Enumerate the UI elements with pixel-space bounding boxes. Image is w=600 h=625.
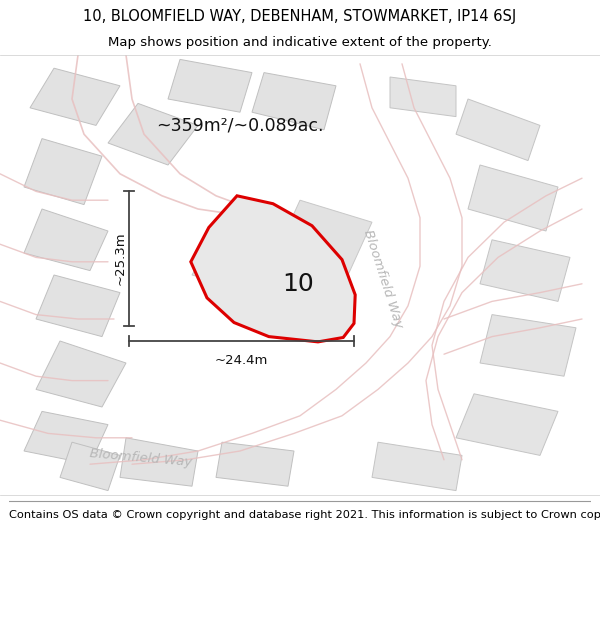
Polygon shape bbox=[24, 139, 102, 204]
Polygon shape bbox=[216, 442, 294, 486]
Polygon shape bbox=[120, 438, 198, 486]
Text: 10: 10 bbox=[283, 271, 314, 296]
Polygon shape bbox=[456, 99, 540, 161]
Text: Bloomfield Way: Bloomfield Way bbox=[89, 447, 193, 469]
Text: Bloomfield Way: Bloomfield Way bbox=[361, 229, 405, 331]
Text: 10, BLOOMFIELD WAY, DEBENHAM, STOWMARKET, IP14 6SJ: 10, BLOOMFIELD WAY, DEBENHAM, STOWMARKET… bbox=[83, 9, 517, 24]
Polygon shape bbox=[168, 59, 252, 112]
Polygon shape bbox=[252, 72, 336, 130]
Polygon shape bbox=[36, 341, 126, 407]
Polygon shape bbox=[191, 196, 355, 342]
Polygon shape bbox=[480, 240, 570, 301]
Polygon shape bbox=[36, 275, 120, 337]
Polygon shape bbox=[390, 77, 456, 117]
Polygon shape bbox=[276, 200, 372, 275]
Polygon shape bbox=[372, 442, 462, 491]
Polygon shape bbox=[30, 68, 120, 126]
Polygon shape bbox=[60, 442, 120, 491]
Text: ~24.4m: ~24.4m bbox=[215, 354, 268, 367]
Polygon shape bbox=[192, 231, 300, 297]
Polygon shape bbox=[108, 103, 198, 165]
Text: ~359m²/~0.089ac.: ~359m²/~0.089ac. bbox=[156, 116, 323, 134]
Polygon shape bbox=[24, 411, 108, 464]
Text: Map shows position and indicative extent of the property.: Map shows position and indicative extent… bbox=[108, 36, 492, 49]
Text: ~25.3m: ~25.3m bbox=[113, 232, 127, 285]
Polygon shape bbox=[456, 394, 558, 456]
Polygon shape bbox=[468, 165, 558, 231]
Text: Contains OS data © Crown copyright and database right 2021. This information is : Contains OS data © Crown copyright and d… bbox=[9, 511, 600, 521]
Polygon shape bbox=[24, 209, 108, 271]
Polygon shape bbox=[480, 314, 576, 376]
